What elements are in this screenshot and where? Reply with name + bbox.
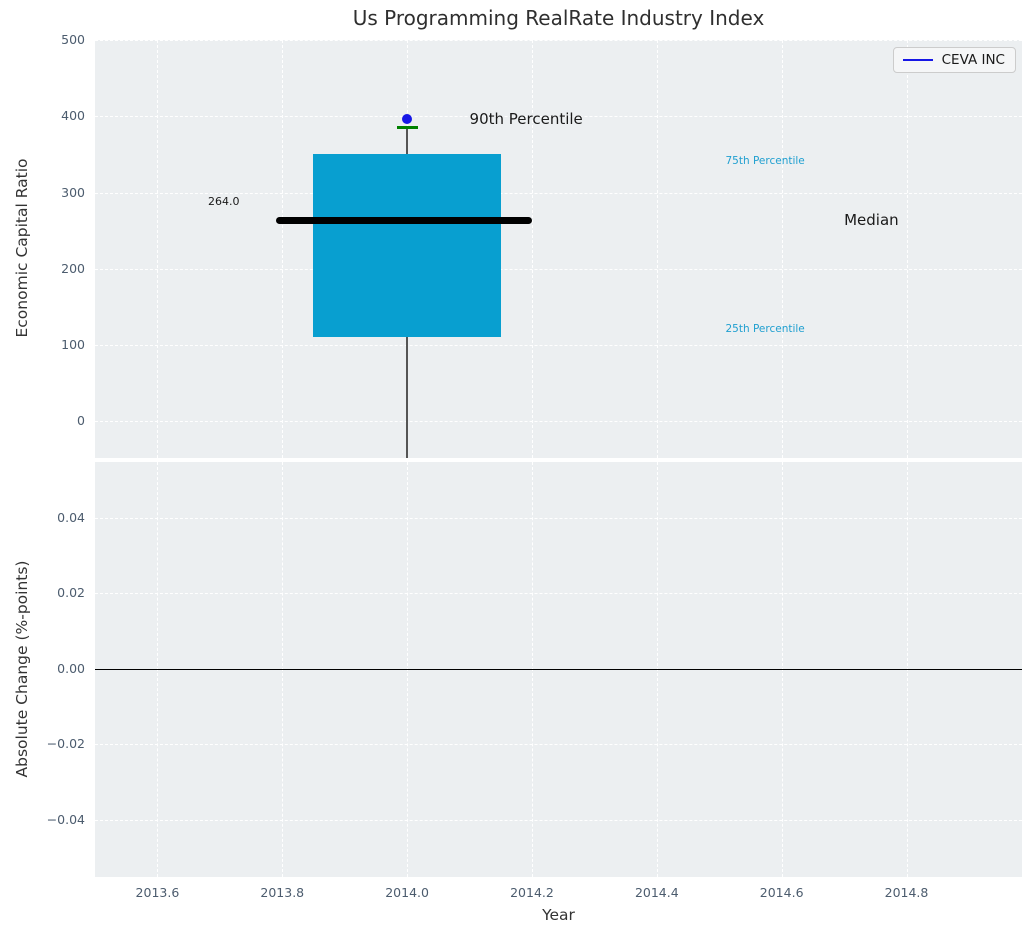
median-line	[276, 216, 532, 224]
x-tick-label: 2014.2	[510, 885, 554, 900]
y-tick-label: 0.04	[57, 509, 85, 525]
v-gridline	[157, 40, 159, 458]
annotation-75th-percentile: 75th Percentile	[725, 154, 805, 167]
h-gridline	[95, 40, 1022, 41]
chart-title: Us Programming RealRate Industry Index	[352, 6, 765, 30]
top-plot-area: 264.0 90th Percentile 75th Percentile Media…	[95, 40, 1022, 458]
annotation-90th-percentile: 90th Percentile	[469, 110, 583, 129]
v-gridline	[282, 40, 284, 458]
x-axis-label: Year	[542, 906, 575, 924]
h-gridline	[95, 744, 1022, 746]
h-gridline	[95, 345, 1022, 347]
bottom-plot-area	[95, 462, 1022, 877]
y-tick-label: 100	[61, 337, 85, 353]
zero-line	[95, 668, 1022, 670]
y-axis-label-top: Economic Capital Ratio	[13, 158, 31, 338]
annotation-median: Median	[844, 210, 899, 229]
y-tick-label: 300	[61, 184, 85, 200]
x-tick-label: 2013.8	[260, 885, 305, 900]
x-tick-label: 2014.4	[634, 885, 679, 900]
p90-cap	[396, 126, 418, 130]
annotation-25th-percentile: 25th Percentile	[725, 323, 805, 336]
h-gridline	[95, 116, 1022, 118]
legend: CEVA INC	[892, 47, 1016, 73]
y-tick-label: 200	[61, 260, 85, 276]
h-gridline	[95, 593, 1022, 595]
v-gridline	[531, 40, 533, 458]
h-gridline	[95, 268, 1022, 270]
y-tick-label: −0.04	[46, 811, 85, 827]
x-tick-label: 2013.6	[135, 885, 180, 900]
v-gridline	[656, 40, 658, 458]
h-gridline	[95, 517, 1022, 519]
x-tick-label: 2014.6	[759, 885, 804, 900]
legend-label: CEVA INC	[941, 52, 1005, 68]
iqr-box	[313, 154, 501, 338]
y-tick-label: 400	[61, 108, 85, 124]
h-gridline	[95, 819, 1022, 821]
x-tick-label: 2014.8	[884, 885, 929, 900]
v-gridline	[781, 40, 783, 458]
x-tick-label: 2014.0	[385, 885, 429, 900]
company-value-dot	[402, 114, 413, 125]
y-tick-label: 0	[77, 413, 85, 429]
legend-line-sample	[902, 59, 933, 61]
annotation-264-0: 264.0	[207, 194, 240, 208]
y-tick-label: 0.02	[57, 585, 85, 601]
y-tick-label: 500	[61, 32, 85, 47]
y-tick-label: 0.00	[57, 660, 85, 676]
y-tick-label: −0.02	[46, 736, 85, 752]
h-gridline	[95, 421, 1022, 423]
h-gridline	[95, 192, 1022, 194]
v-gridline	[906, 40, 908, 458]
